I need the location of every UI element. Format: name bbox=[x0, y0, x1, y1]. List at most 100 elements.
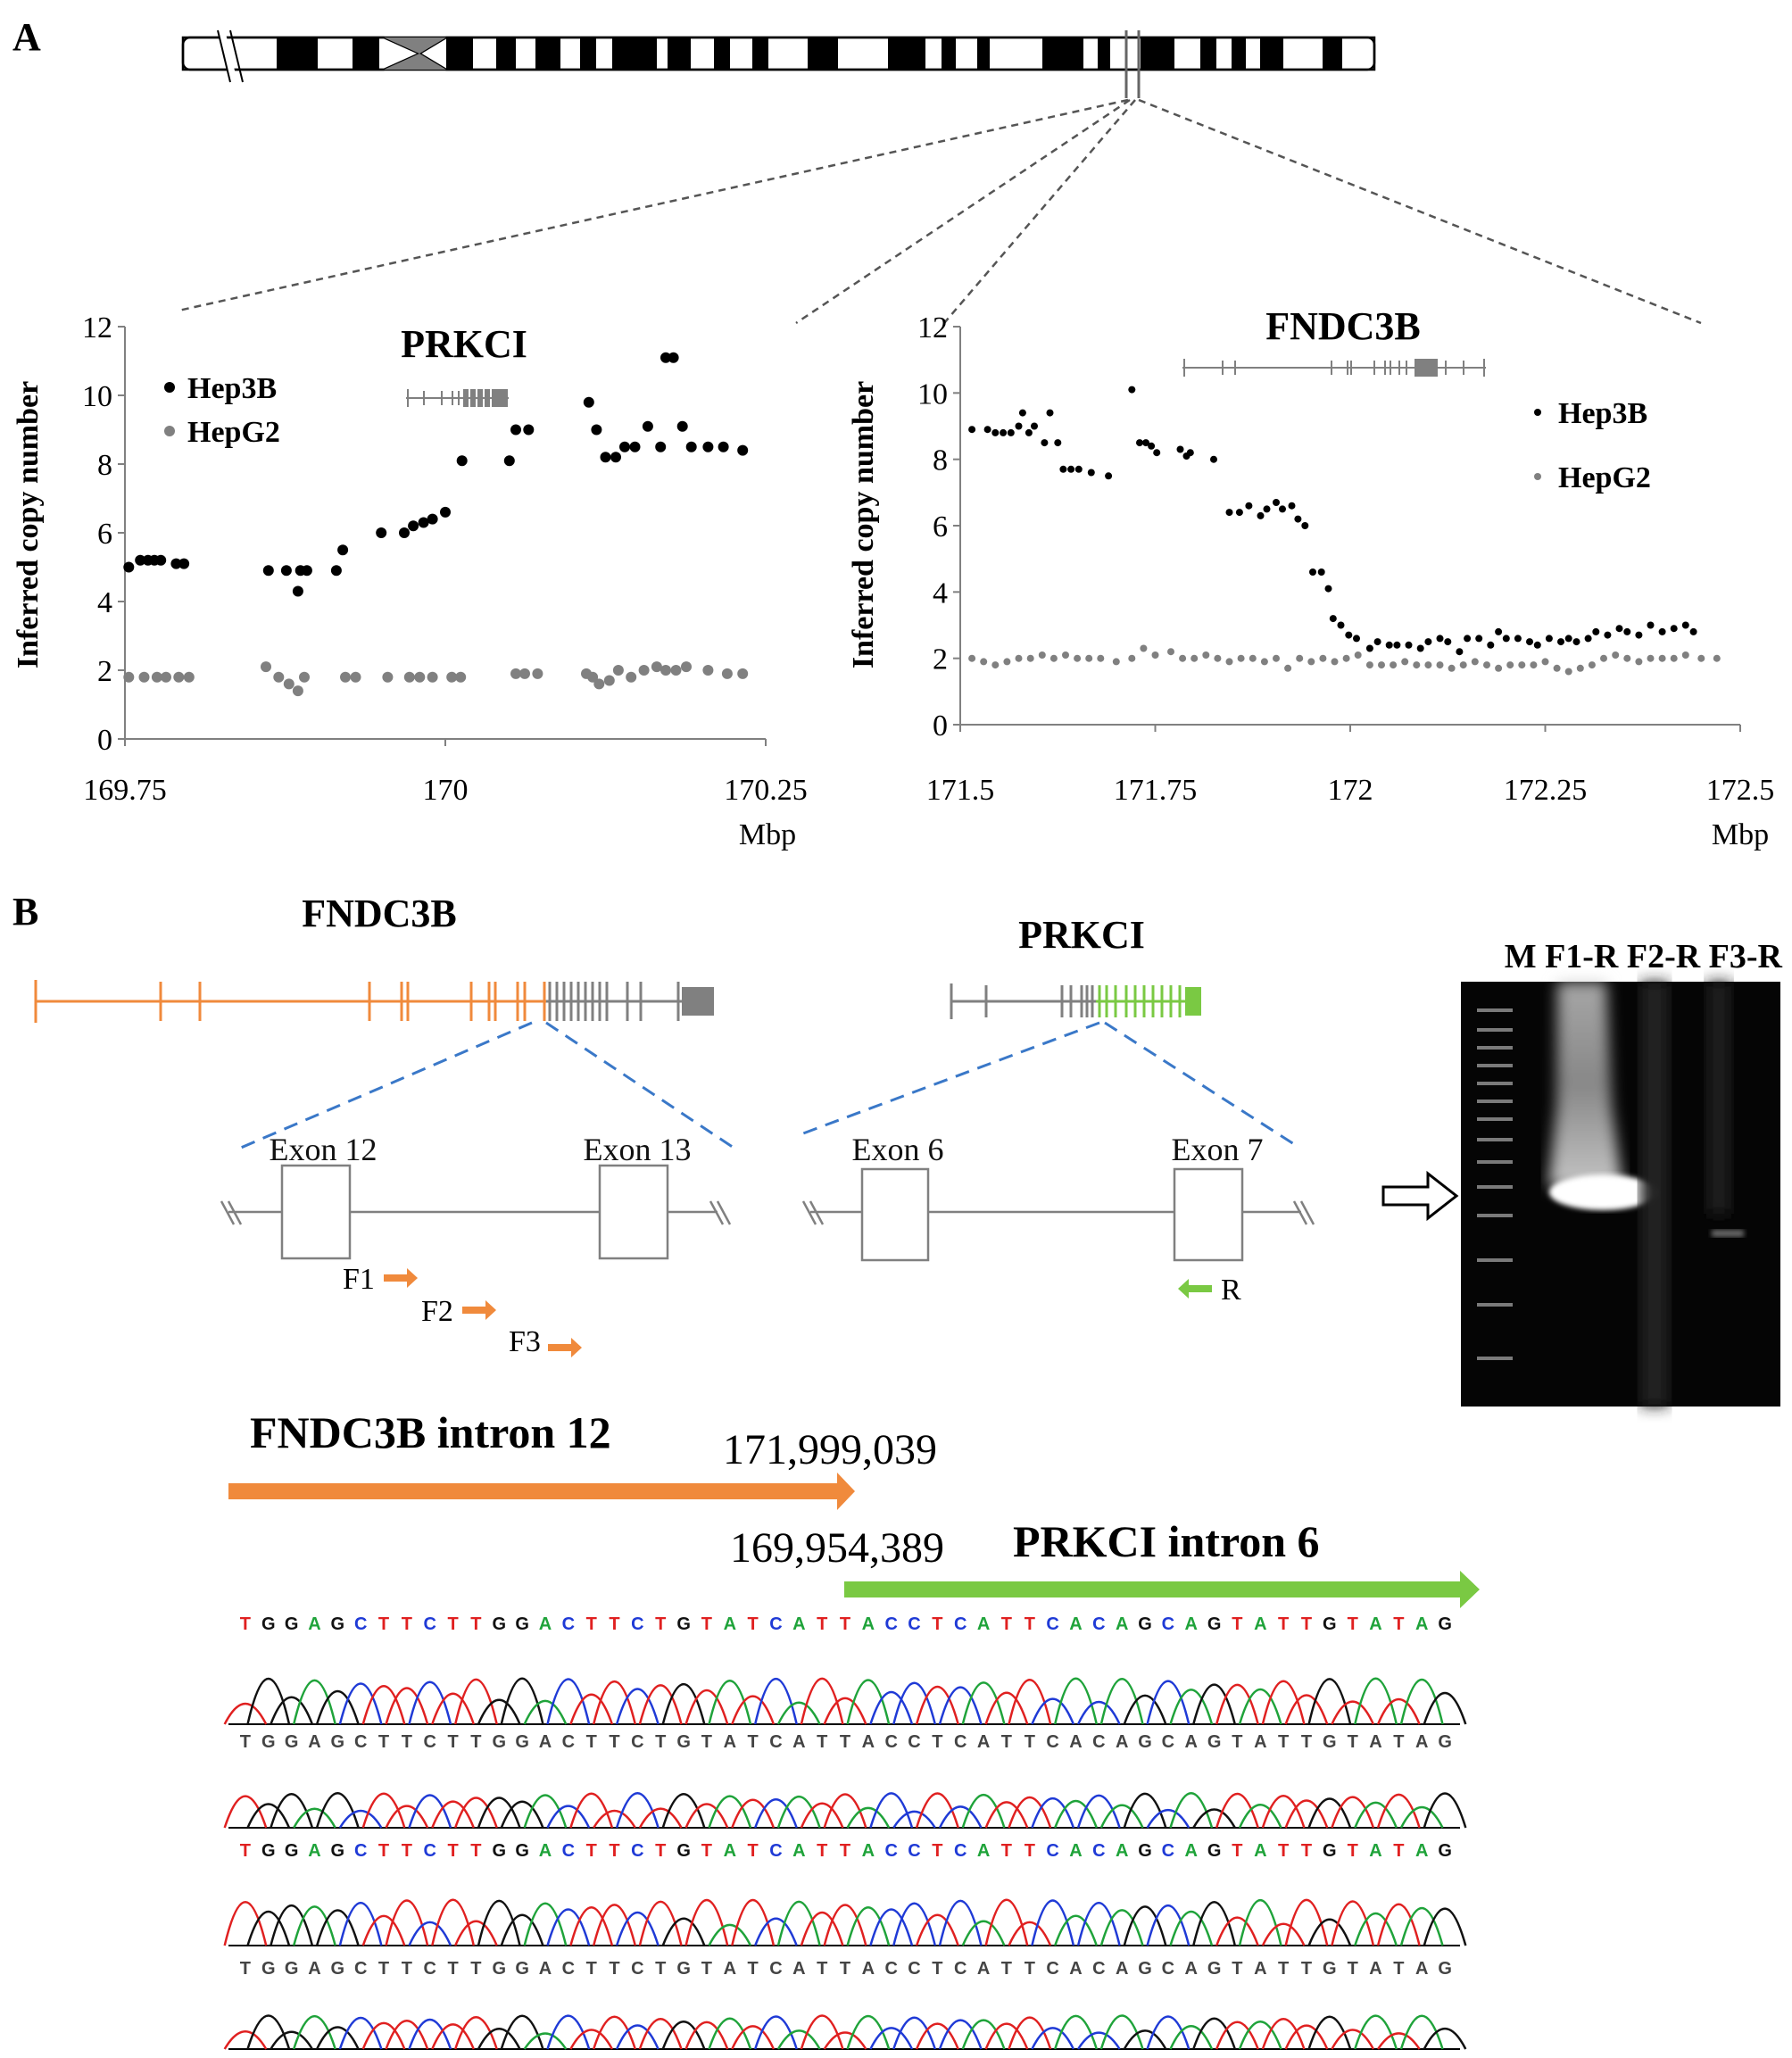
chart2-point-hepg2 bbox=[1354, 651, 1362, 659]
trace-peak bbox=[1354, 2014, 1398, 2050]
chart2-ytick-label: 2 bbox=[933, 643, 948, 676]
base-call: C bbox=[1046, 1732, 1058, 1752]
prkci-intron-label: PRKCI intron 6 bbox=[1013, 1516, 1320, 1566]
base-call: C bbox=[354, 1959, 367, 1979]
chart2-point-hep3b bbox=[1257, 511, 1265, 519]
trace-peak bbox=[615, 1688, 660, 1725]
fndc3b-exon-zoom bbox=[220, 1164, 732, 1260]
trace-peak bbox=[1261, 2018, 1306, 2050]
chart2-point-hep3b bbox=[1000, 428, 1008, 436]
base-call: G bbox=[1438, 1841, 1452, 1861]
trace-peak bbox=[569, 1906, 614, 1946]
chart2-point-hepg2 bbox=[1026, 654, 1034, 662]
chart1-point-hep3b bbox=[456, 455, 468, 467]
primer-f3-label: F3 bbox=[509, 1325, 541, 1358]
trace-peak bbox=[776, 2029, 821, 2050]
trace-peak bbox=[615, 1912, 660, 1946]
trace-peak bbox=[500, 1677, 544, 1725]
trace-peak bbox=[708, 2017, 752, 2050]
gel-f2-lane bbox=[1640, 982, 1669, 1407]
chart1-point-hep3b bbox=[676, 420, 688, 432]
base-call: T bbox=[447, 1841, 458, 1861]
trace-peak bbox=[246, 1803, 291, 1829]
trace-peak bbox=[754, 2015, 798, 2050]
chart1-point-hepg2 bbox=[427, 671, 438, 683]
chart2-ytick-label: 10 bbox=[917, 378, 948, 411]
chart1-point-hep3b bbox=[503, 455, 515, 467]
trace-peak bbox=[546, 2014, 591, 2050]
primer-f1-label: F1 bbox=[343, 1263, 375, 1296]
trace-peak bbox=[246, 1910, 291, 1946]
base-call: T bbox=[1348, 1959, 1358, 1979]
trace-peak bbox=[984, 1691, 1029, 1725]
chart2-ytick-label: 12 bbox=[917, 311, 948, 344]
trace-peak bbox=[431, 1898, 476, 1946]
chart1-point-hep3b bbox=[301, 565, 312, 577]
base-call: A bbox=[724, 1732, 736, 1752]
trace-peak bbox=[1099, 1678, 1144, 1725]
base-call: G bbox=[1138, 1959, 1152, 1979]
chart2-point-hepg2 bbox=[1600, 654, 1607, 662]
chart2-point-hep3b bbox=[1235, 509, 1243, 517]
trace-peak bbox=[270, 1696, 314, 1725]
fndc3b-gene-model bbox=[34, 980, 714, 1023]
trace-peak bbox=[1076, 1794, 1121, 1829]
trace-peak bbox=[1215, 1916, 1259, 1946]
chart2-point-hepg2 bbox=[1179, 654, 1187, 662]
chart1-point-hepg2 bbox=[660, 665, 671, 676]
chart2-point-hepg2 bbox=[1495, 664, 1503, 672]
trace-peak bbox=[270, 1904, 314, 1946]
trace-peak bbox=[684, 1689, 729, 1725]
chart2-xtick-label: 172 bbox=[1328, 774, 1373, 807]
chart2-point-hepg2 bbox=[1038, 651, 1046, 659]
chart1-title: PRKCI bbox=[401, 322, 527, 366]
junction-annotation: FNDC3B intron 12 171,999,039 169,954,389… bbox=[228, 1407, 1480, 1608]
chart2-point-hep3b bbox=[1273, 499, 1280, 506]
base-call: T bbox=[701, 1614, 712, 1634]
trace-peak bbox=[477, 2027, 521, 2050]
base-call: T bbox=[655, 1841, 666, 1861]
gel-ladder-band bbox=[1477, 1117, 1513, 1121]
base-call: C bbox=[1092, 1614, 1105, 1634]
base-call: T bbox=[655, 1614, 666, 1634]
trace-peak bbox=[361, 1914, 406, 1946]
base-call: T bbox=[840, 1959, 850, 1979]
base-call: G bbox=[1207, 1732, 1222, 1752]
trace-peak bbox=[776, 1796, 821, 1829]
trace-peak bbox=[1377, 2032, 1421, 2050]
base-call: G bbox=[676, 1841, 691, 1861]
chart2-point-hepg2 bbox=[1612, 651, 1620, 659]
chart2-point-hepg2 bbox=[1459, 661, 1467, 669]
base-call: G bbox=[515, 1732, 529, 1752]
primers: F1 F2 F3 R bbox=[343, 1263, 1241, 1358]
gel-ladder-band bbox=[1477, 1064, 1513, 1067]
base-call: A bbox=[724, 1614, 736, 1634]
chart2-point-hepg2 bbox=[1097, 654, 1105, 662]
chart1-point-hepg2 bbox=[292, 685, 303, 697]
base-call: G bbox=[331, 1614, 345, 1634]
exon-6-label: Exon 6 bbox=[852, 1132, 944, 1167]
chart1-legend-hepg2-marker bbox=[164, 426, 175, 436]
trace-peak bbox=[684, 2021, 729, 2050]
trace-peak bbox=[223, 1795, 268, 1829]
trace-peak bbox=[1031, 2027, 1075, 2050]
base-call: G bbox=[285, 1732, 299, 1752]
base-call: T bbox=[470, 1959, 481, 1979]
base-call: G bbox=[1138, 1841, 1152, 1861]
chart2-point-hepg2 bbox=[1588, 661, 1596, 669]
trace-peak bbox=[961, 1920, 1006, 1946]
chart2-point-hepg2 bbox=[1140, 644, 1148, 652]
chart2-point-hepg2 bbox=[1530, 661, 1538, 669]
trace-peak bbox=[1123, 2029, 1167, 2050]
base-call: G bbox=[1323, 1614, 1337, 1634]
trace-peak bbox=[385, 2020, 429, 2050]
chart1-xtick-label: 170 bbox=[423, 774, 469, 807]
trace-peak bbox=[338, 2017, 383, 2050]
trace-peak bbox=[1077, 2031, 1121, 2050]
chart1-legend-hep3b-marker bbox=[164, 382, 175, 393]
trace-peak bbox=[1169, 1689, 1214, 1725]
chart2-legend-hep3b-marker bbox=[1534, 409, 1541, 416]
chart2-point-hep3b bbox=[1337, 621, 1345, 629]
base-call: C bbox=[954, 1732, 967, 1752]
chart2-point-hepg2 bbox=[1541, 658, 1549, 666]
